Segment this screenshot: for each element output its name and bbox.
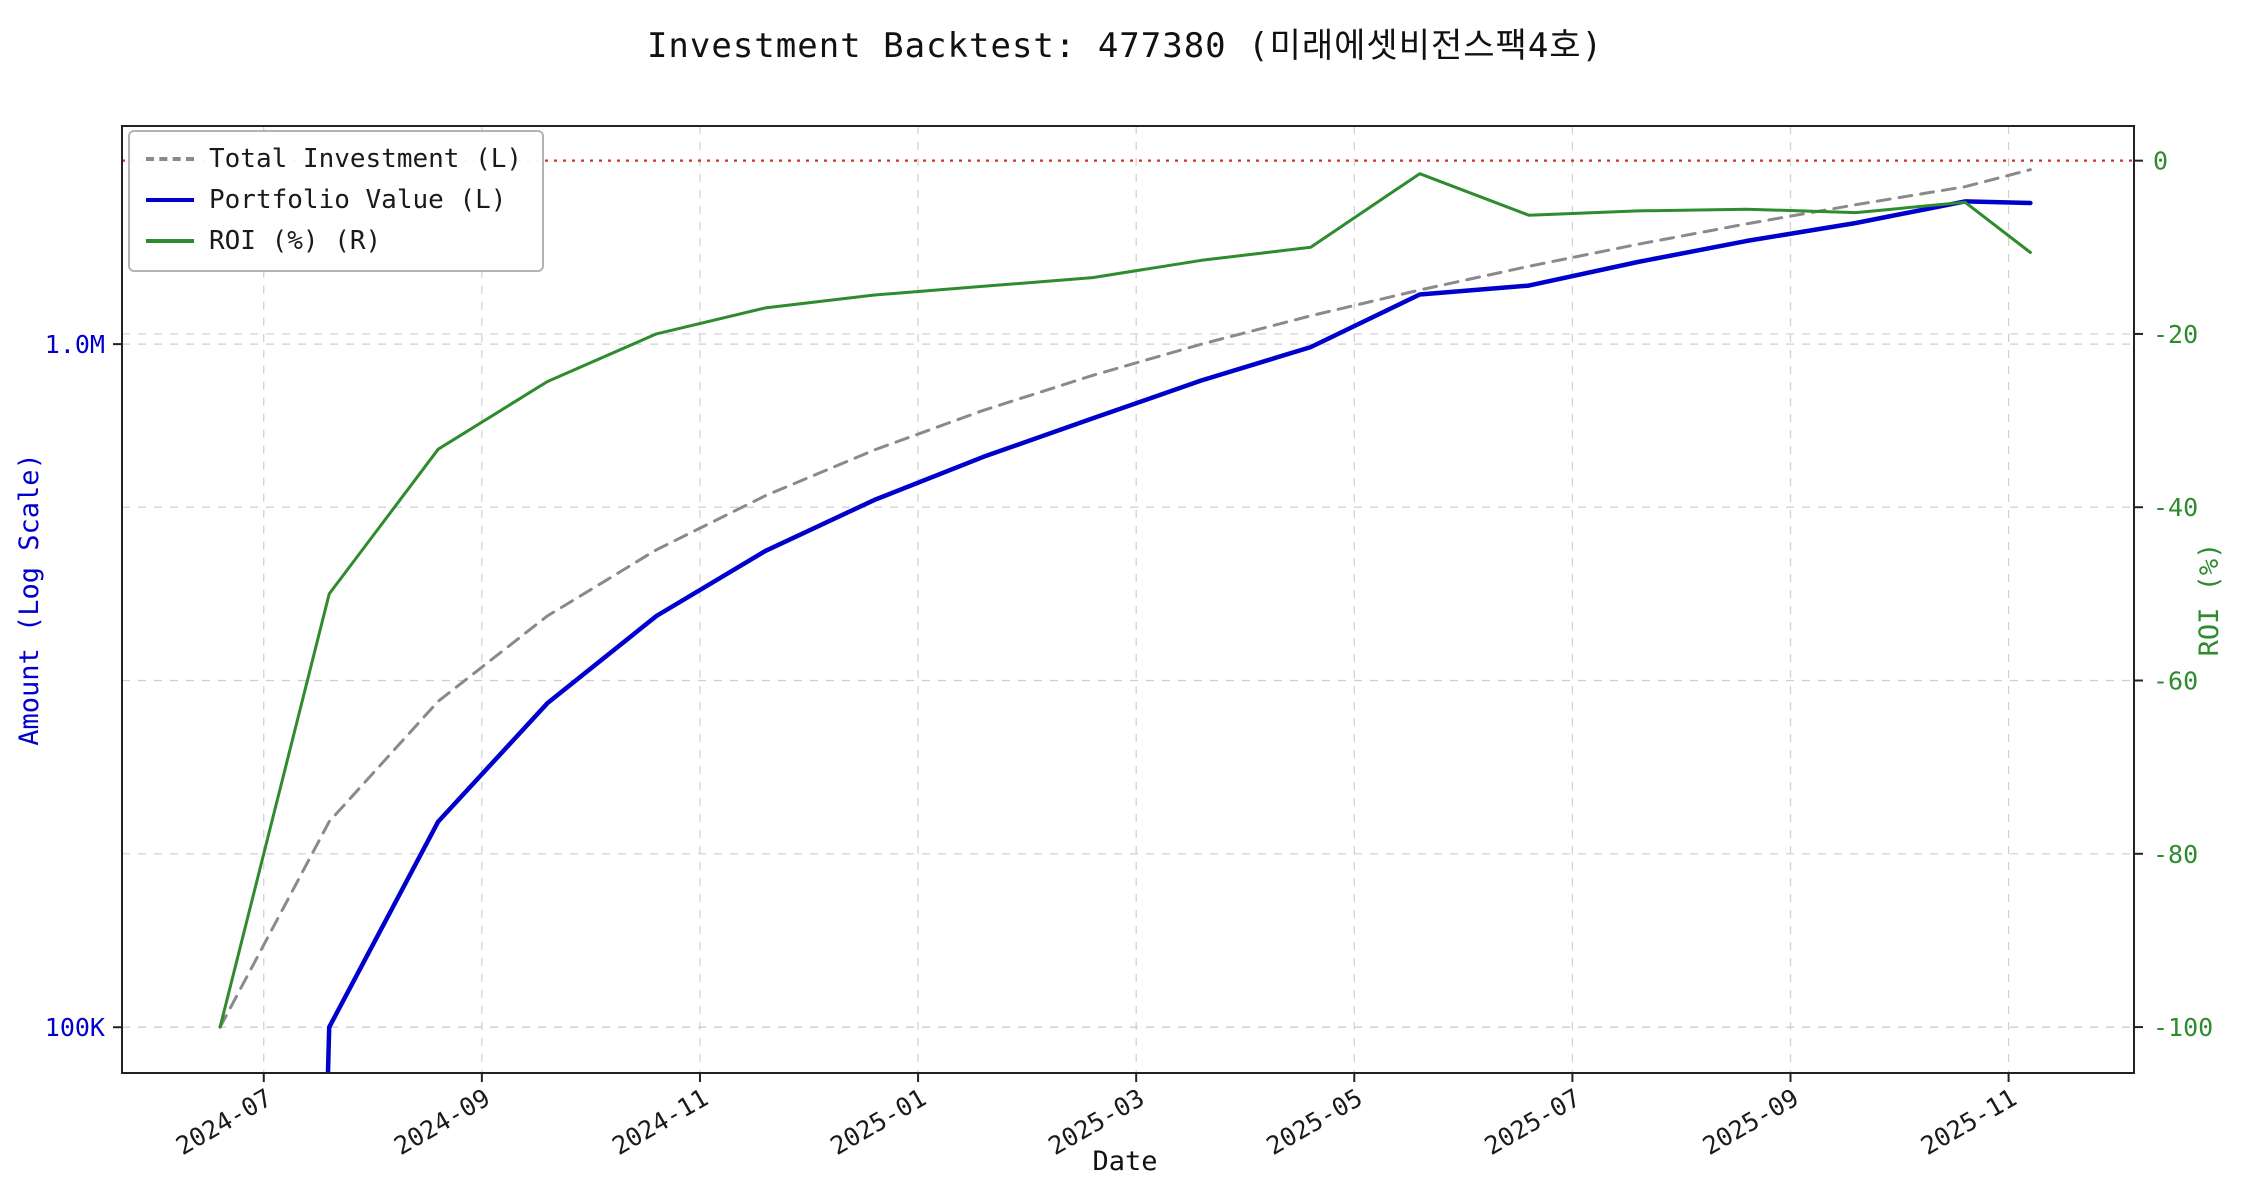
gridlines [122, 126, 2134, 1073]
left-tick-label: 1.0M [45, 330, 105, 359]
right-tick-label: 0 [2153, 147, 2168, 176]
total-investment-line-sample-icon [146, 157, 194, 161]
right-tick-label: -60 [2153, 667, 2198, 696]
portfolio-value-line-sample-icon [146, 198, 194, 202]
series-lines [218, 168, 2033, 1073]
legend-label-roi: ROI (%) (R) [209, 226, 382, 256]
y-axis-title-right: ROI (%) [2194, 543, 2225, 657]
x-axis-title: Date [1092, 1146, 1158, 1177]
line-roi-r [218, 172, 2032, 1029]
plot-border [121, 125, 2135, 1074]
y-axis-title-left: Amount (Log Scale) [14, 453, 45, 746]
left-tick-label: 100K [45, 1013, 105, 1042]
legend-item-total-investment: Total Investment (L) [146, 144, 522, 174]
chart-title: Investment Backtest: 477380 (미래에셋비전스팩4호) [646, 26, 1604, 66]
line-portfolio-value-l [325, 199, 2033, 1073]
roi-line-sample-icon [146, 239, 194, 243]
right-tick-label: -40 [2153, 493, 2198, 522]
right-tick-label: -100 [2153, 1013, 2213, 1042]
legend-label-total-investment: Total Investment (L) [209, 144, 523, 174]
legend: Total Investment (L) Portfolio Value (L)… [128, 130, 545, 272]
right-tick-label: -20 [2153, 320, 2198, 349]
legend-item-portfolio-value: Portfolio Value (L) [146, 185, 522, 215]
line-total-investment-l [218, 168, 2032, 1029]
legend-item-roi: ROI (%) (R) [146, 226, 522, 256]
legend-label-portfolio-value: Portfolio Value (L) [209, 185, 507, 215]
right-tick-label: -80 [2153, 840, 2198, 869]
